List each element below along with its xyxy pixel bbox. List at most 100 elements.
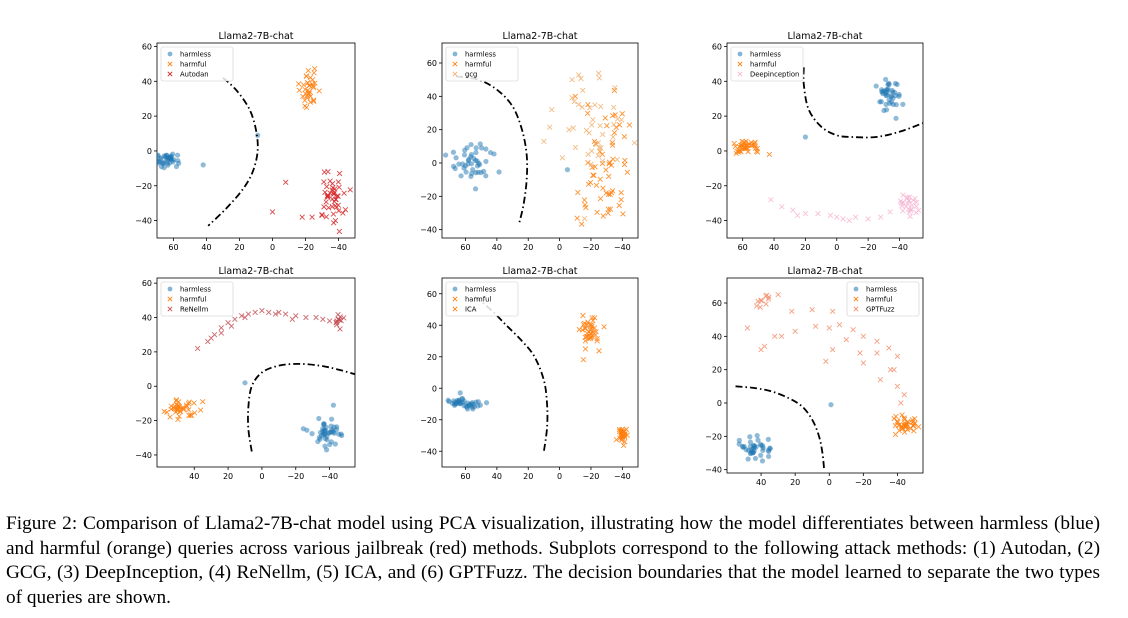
point-harmless: [752, 455, 759, 462]
point-harmful: [183, 402, 190, 408]
axes-frame: [156, 42, 356, 239]
point-gcg: [559, 155, 566, 161]
point-harmful: [596, 348, 602, 354]
point-harmful: [584, 110, 591, 117]
point-harmful: [572, 93, 578, 100]
point-harmless: [330, 429, 336, 435]
point-gptfuzz: [809, 306, 815, 313]
x-tick-label: −20: [860, 243, 877, 252]
point-harmless: [747, 434, 753, 440]
x-tick-label: 40: [756, 478, 766, 487]
legend-label: harmful: [180, 296, 206, 304]
point-harmful: [173, 398, 179, 404]
point-harmless: [755, 437, 761, 443]
x-tick-label: −40: [330, 243, 347, 252]
point-gptfuzz: [826, 325, 832, 331]
point-autodan: [335, 193, 341, 199]
point-harmful: [305, 90, 312, 96]
point-harmless: [457, 390, 463, 396]
point-harmful: [582, 346, 589, 352]
point-harmful: [304, 80, 311, 86]
point-gcg: [610, 134, 616, 140]
point-harmless: [332, 441, 338, 447]
point-harmful: [303, 73, 310, 79]
point-gcg: [570, 125, 576, 131]
y-tick-label: −20: [420, 192, 437, 201]
decision-boundary: [207, 77, 259, 227]
point-deepinception: [852, 214, 859, 220]
point-renellm: [282, 311, 289, 317]
x-tick-label: −40: [321, 472, 338, 481]
point-harmless: [470, 406, 476, 412]
point-harmless: [317, 436, 323, 442]
point-gcg: [569, 76, 575, 83]
point-autodan: [329, 187, 335, 193]
legend-label: GPTFuzz: [866, 306, 895, 314]
point-autodan: [319, 212, 325, 219]
x-tick-label: 60: [168, 243, 178, 252]
point-harmful: [616, 202, 622, 209]
point-gptfuzz: [763, 301, 769, 307]
x-tick-label: 60: [460, 472, 470, 481]
point-gcg: [578, 75, 584, 82]
point-renellm: [228, 323, 235, 329]
point-autodan: [325, 194, 331, 201]
point-harmful: [589, 164, 596, 171]
point-harmless: [886, 81, 892, 87]
x-tick-label: −20: [297, 243, 314, 252]
point-harmful: [901, 416, 908, 423]
point-harmful: [186, 412, 192, 419]
point-harmless: [165, 162, 171, 168]
legend-marker: [167, 306, 173, 312]
point-harmful: [743, 143, 750, 149]
legend-label: harmful: [866, 296, 892, 304]
point-harmless: [327, 441, 333, 448]
y-tick-label: 20: [712, 112, 722, 121]
point-deepinception: [887, 209, 893, 215]
point-harmful: [894, 418, 901, 424]
point-harmful: [580, 356, 587, 363]
point-harmful: [304, 95, 310, 101]
x-tick-label: −20: [855, 478, 872, 487]
point-harmless: [330, 402, 337, 408]
x-tick-label: −20: [583, 243, 600, 252]
point-autodan: [336, 170, 343, 177]
point-gcg: [618, 117, 625, 123]
point-harmful: [738, 148, 744, 155]
point-harmless: [320, 428, 326, 434]
point-harmless: [760, 447, 766, 454]
legend-label: gcg: [465, 71, 477, 79]
point-harmless: [473, 149, 479, 156]
point-harmless: [483, 173, 489, 179]
point-gcg: [589, 122, 595, 128]
point-gptfuzz: [758, 346, 764, 353]
legend-marker: [452, 61, 458, 67]
point-harmless: [463, 169, 469, 175]
point-autodan: [325, 205, 332, 211]
point-harmless: [881, 107, 887, 114]
point-autodan: [329, 196, 336, 202]
point-gptfuzz: [874, 350, 880, 356]
point-harmless: [176, 160, 182, 166]
point-harmful: [176, 413, 182, 419]
point-autodan: [331, 191, 337, 197]
point-autodan: [347, 187, 353, 193]
point-deepinception: [779, 203, 785, 210]
point-ica: [613, 436, 620, 443]
point-harmful: [296, 87, 303, 93]
point-gcg: [597, 123, 603, 129]
point-deepinception: [913, 203, 920, 210]
point-harmful: [619, 111, 625, 117]
point-renellm: [259, 307, 265, 314]
point-renellm: [313, 314, 319, 321]
point-harmful: [175, 416, 181, 423]
point-harmful: [164, 409, 170, 415]
point-harmful: [295, 81, 302, 87]
point-harmless: [462, 163, 469, 169]
point-gcg: [583, 127, 590, 134]
point-gptfuzz: [857, 350, 863, 356]
y-tick-label: −40: [420, 447, 437, 456]
point-renellm: [218, 330, 225, 336]
y-tick-label: 20: [427, 353, 437, 362]
y-tick-label: 0: [432, 159, 437, 168]
